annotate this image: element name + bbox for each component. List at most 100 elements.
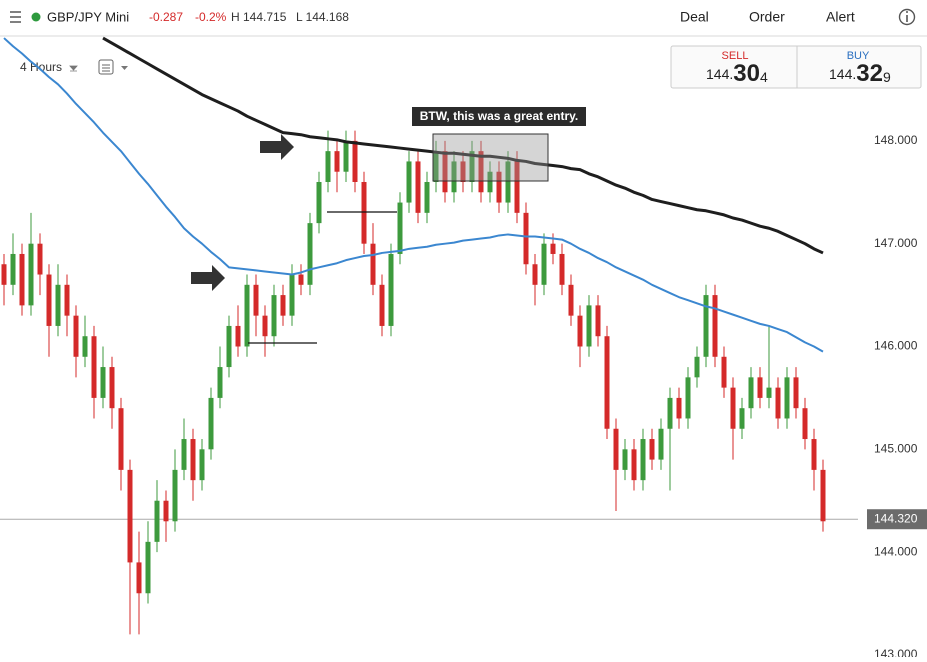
status-dot bbox=[31, 12, 41, 22]
candle-body bbox=[739, 408, 745, 429]
candle-body bbox=[406, 161, 412, 203]
day-low: L 144.168 bbox=[296, 10, 349, 24]
buy-price-big: 144. bbox=[829, 66, 856, 82]
candle-body bbox=[289, 274, 295, 316]
header: GBP/JPY Mini -0.287 -0.2% H 144.715 L 14… bbox=[0, 8, 927, 37]
candle-body bbox=[802, 408, 808, 440]
candle-body bbox=[397, 202, 403, 254]
candle-body bbox=[181, 439, 187, 470]
highlight-box bbox=[432, 133, 549, 182]
candle-body bbox=[163, 500, 169, 522]
candle-body bbox=[775, 387, 781, 419]
y-tick-label: 147.000 bbox=[874, 236, 918, 250]
menu-deal[interactable]: Deal bbox=[680, 9, 709, 25]
buy-price: 144.329 bbox=[829, 60, 891, 87]
y-tick-label: 148.000 bbox=[874, 133, 918, 147]
candle-body bbox=[586, 305, 592, 347]
candle-body bbox=[721, 356, 727, 388]
candle-body bbox=[559, 253, 565, 285]
timeframe[interactable]: 4 Hours bbox=[20, 60, 62, 74]
menu-order[interactable]: Order bbox=[749, 9, 785, 25]
candle-body bbox=[298, 274, 304, 285]
candle-body bbox=[640, 439, 646, 481]
buy-button[interactable]: BUY 144.329 bbox=[829, 50, 891, 87]
price-tag-bg bbox=[867, 509, 927, 530]
candle-body bbox=[10, 253, 16, 285]
candle-body bbox=[82, 336, 88, 357]
toolbar: 4 Hours bbox=[20, 59, 128, 75]
candle-body bbox=[667, 397, 673, 429]
candle-body bbox=[262, 315, 268, 337]
candle-body bbox=[1, 264, 7, 285]
quote-frame bbox=[670, 45, 922, 89]
candle-body bbox=[604, 336, 610, 429]
candle-body bbox=[550, 243, 556, 254]
candle-body bbox=[100, 367, 106, 398]
drawings: BTW, this was a great entry. bbox=[191, 107, 586, 344]
candle-body bbox=[811, 439, 817, 470]
candle-body bbox=[523, 212, 529, 265]
candle-body bbox=[370, 243, 376, 285]
candle-body bbox=[136, 562, 142, 594]
candle-body bbox=[424, 181, 430, 213]
candle-body bbox=[199, 449, 205, 481]
candle-body bbox=[361, 181, 367, 244]
candle-body bbox=[244, 284, 250, 347]
sell-button[interactable]: SELL 144.304 bbox=[706, 50, 768, 87]
chart-type-icon[interactable] bbox=[98, 59, 128, 75]
candle-body bbox=[127, 469, 133, 563]
candle-body bbox=[460, 161, 466, 182]
candle-body bbox=[208, 397, 214, 450]
info-icon[interactable] bbox=[898, 8, 916, 26]
candle-body bbox=[676, 397, 682, 419]
candle-body bbox=[307, 223, 313, 285]
buy-price-main: 32 bbox=[856, 60, 883, 87]
price-tag: 144.320 bbox=[874, 511, 918, 525]
candle-body bbox=[190, 439, 196, 481]
candle-body bbox=[568, 284, 574, 316]
candle-body bbox=[478, 151, 484, 193]
candle-body bbox=[712, 295, 718, 357]
candle-body bbox=[334, 151, 340, 172]
candle-body bbox=[28, 243, 34, 306]
annotation: BTW, this was a great entry. bbox=[420, 109, 578, 123]
sell-label: SELL bbox=[722, 50, 749, 62]
candle-body bbox=[280, 295, 286, 316]
candle-body bbox=[145, 541, 151, 594]
menu-icon[interactable] bbox=[10, 11, 21, 23]
moving-average bbox=[3, 37, 824, 353]
candle-body bbox=[703, 295, 709, 357]
candle-body bbox=[55, 284, 61, 326]
candle-body bbox=[469, 151, 475, 182]
candle-body bbox=[487, 171, 493, 193]
candle-body bbox=[64, 284, 70, 316]
change-pct: -0.2% bbox=[195, 10, 227, 24]
candle-body bbox=[532, 264, 538, 285]
candle-body bbox=[253, 284, 259, 316]
candle-body bbox=[496, 171, 502, 203]
candle-body bbox=[379, 284, 385, 326]
menu-alert[interactable]: Alert bbox=[826, 9, 855, 25]
candle-body bbox=[352, 140, 358, 182]
candle-body bbox=[325, 151, 331, 182]
y-tick-label: 145.000 bbox=[874, 441, 918, 455]
candle-body bbox=[19, 253, 25, 306]
timeframe-dropdown[interactable] bbox=[69, 65, 78, 72]
candle-body bbox=[541, 243, 547, 285]
candle-body bbox=[37, 243, 43, 275]
candle-body bbox=[235, 325, 241, 347]
candle-body bbox=[46, 274, 52, 326]
sell-price-big: 144. bbox=[706, 66, 733, 82]
candle-body bbox=[622, 449, 628, 470]
candle-body bbox=[415, 161, 421, 213]
instrument-name[interactable]: GBP/JPY Mini bbox=[47, 9, 129, 24]
candle-body bbox=[172, 469, 178, 522]
candle-body bbox=[118, 408, 124, 470]
candle-body bbox=[748, 377, 754, 409]
candle-body bbox=[433, 151, 439, 182]
buy-label: BUY bbox=[847, 50, 870, 62]
chart-area: 143.000 144.000 145.000 146.000 147.000 148.0… bbox=[0, 36, 927, 661]
y-tick-label: 143.000 bbox=[874, 647, 918, 657]
candle-body bbox=[271, 295, 277, 337]
